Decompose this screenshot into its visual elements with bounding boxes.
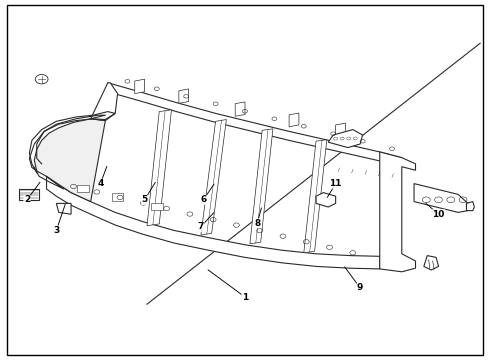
Polygon shape [235, 102, 245, 116]
Text: 3: 3 [53, 226, 59, 235]
Polygon shape [151, 203, 163, 210]
Polygon shape [56, 203, 71, 214]
Text: 10: 10 [432, 210, 445, 219]
Text: 2: 2 [24, 195, 30, 204]
Polygon shape [466, 202, 474, 211]
Text: 11: 11 [329, 179, 342, 188]
Polygon shape [424, 256, 439, 270]
Polygon shape [91, 83, 118, 121]
Polygon shape [47, 176, 380, 269]
Text: 6: 6 [200, 195, 206, 204]
Polygon shape [304, 140, 327, 253]
Polygon shape [147, 110, 172, 226]
Polygon shape [336, 123, 345, 136]
Polygon shape [19, 189, 39, 200]
Text: 9: 9 [357, 284, 364, 292]
Text: 5: 5 [142, 195, 147, 204]
Polygon shape [201, 120, 226, 235]
Polygon shape [250, 129, 273, 244]
Polygon shape [380, 152, 416, 272]
Polygon shape [328, 130, 363, 148]
Polygon shape [316, 193, 336, 207]
Polygon shape [77, 185, 89, 192]
Text: 7: 7 [197, 222, 204, 231]
Polygon shape [112, 193, 123, 201]
Text: 8: 8 [254, 219, 260, 228]
Polygon shape [34, 119, 105, 202]
Polygon shape [414, 184, 468, 212]
Polygon shape [179, 89, 189, 103]
Polygon shape [289, 113, 299, 127]
Polygon shape [135, 79, 145, 94]
Polygon shape [108, 83, 402, 167]
Text: 4: 4 [97, 179, 104, 188]
Text: 1: 1 [242, 292, 248, 302]
